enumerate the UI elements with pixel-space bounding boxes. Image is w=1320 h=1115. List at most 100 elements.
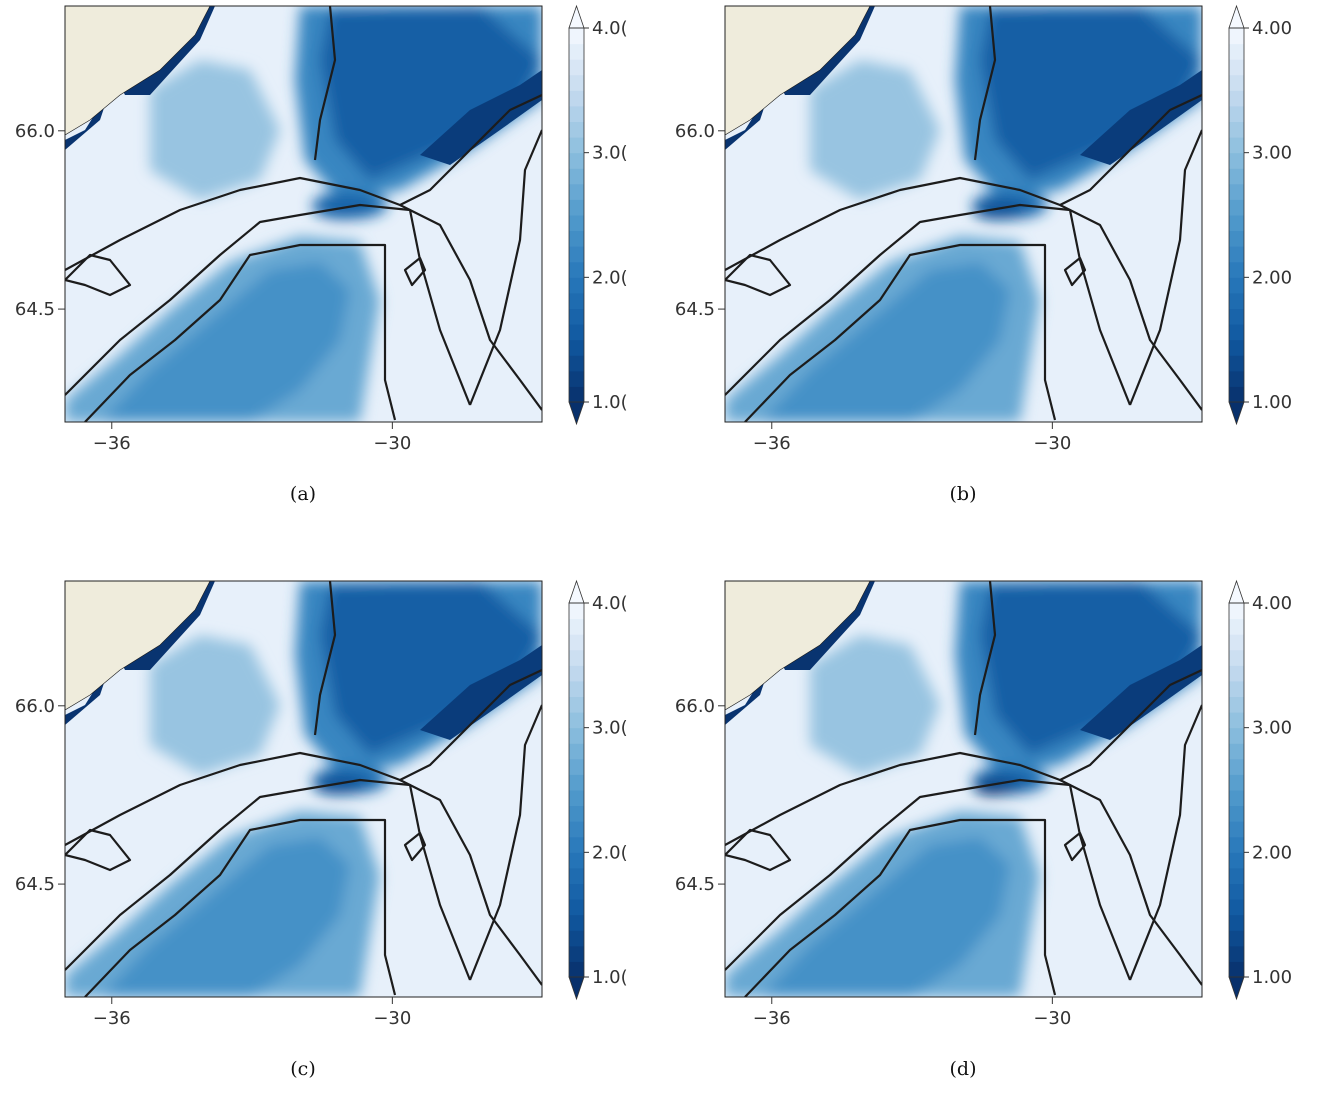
bathymetry-contour — [725, 203, 1132, 406]
colorbar-segment — [1229, 836, 1244, 853]
colorbar-segment — [1229, 867, 1244, 884]
bathymetry-contour — [399, 779, 542, 986]
colorbar-extend-bottom — [1228, 976, 1245, 1001]
colorbar-extend-top — [1228, 4, 1245, 29]
colorbar-segment — [569, 121, 584, 138]
colorbar-frame — [1228, 602, 1245, 978]
bathymetry-contour — [65, 94, 542, 271]
colorbar-segment — [1229, 199, 1244, 216]
colorbar-segment — [1229, 852, 1244, 869]
y-tick-label: 66.0 — [675, 696, 715, 717]
colorbar-segment — [1229, 370, 1244, 387]
colorbar-segment — [1229, 945, 1244, 962]
y-tick-label: 64.5 — [15, 874, 55, 895]
colorbar-segment — [569, 370, 584, 387]
y-tick-label: 66.0 — [675, 121, 715, 142]
colorbar-segment — [569, 649, 584, 666]
x-tick-label: −30 — [1033, 433, 1071, 454]
bathymetry-contour — [313, 581, 337, 736]
colorbar-segment — [1229, 603, 1244, 620]
colorbar-segment — [569, 308, 584, 325]
bathymetry-contour — [1059, 779, 1202, 986]
colorbar-segment — [1229, 339, 1244, 356]
colorbar-segment — [1229, 914, 1244, 931]
colorbar-segment — [569, 292, 584, 309]
map-svg: −36 −30 66.0 64.5 1.0(2.0(3.0(4.0( — [15, 579, 628, 1029]
field-southwest-core — [100, 837, 350, 997]
bathymetry-contour — [725, 253, 792, 297]
colorbar-segment — [569, 883, 584, 900]
field-southwest-core — [760, 837, 1010, 997]
colorbar-extend-bottom — [1228, 401, 1245, 426]
colorbar-segment — [569, 43, 584, 60]
colorbar-tick-label: 3.00 — [1252, 143, 1292, 164]
colorbar-segment — [569, 105, 584, 122]
map-frame — [724, 5, 1203, 423]
colorbar-segment — [1229, 821, 1244, 838]
field-shelf-break — [420, 70, 542, 165]
field-southwest-core — [760, 262, 1010, 422]
colorbar-segment — [569, 852, 584, 869]
colorbar-segment — [1229, 183, 1244, 200]
colorbar-segment — [569, 727, 584, 744]
y-tick-label: 64.5 — [675, 874, 715, 895]
bathymetry-contour — [65, 778, 472, 981]
colorbar-segment — [569, 215, 584, 232]
colorbar-tick-label: 3.00 — [1252, 718, 1292, 739]
map-svg: −36 −30 66.0 64.5 1.0(2.0(3.0(4.0( — [15, 4, 628, 454]
colorbar-segment — [1229, 215, 1244, 232]
x-tick-label: −30 — [373, 433, 411, 454]
panel-caption: (b) — [949, 483, 977, 505]
land-greenland — [725, 581, 871, 711]
land-greenland — [725, 6, 871, 136]
colorbar-tick-label: 1.00 — [1252, 967, 1292, 988]
colorbar-segment — [1229, 727, 1244, 744]
x-tick-label: −30 — [373, 1008, 411, 1029]
colorbar-frame — [568, 27, 585, 403]
colorbar-segment — [569, 680, 584, 697]
field-slope-band — [150, 60, 280, 200]
colorbar-tick-label: 4.00 — [1252, 18, 1292, 39]
bathymetry-contour — [725, 778, 1132, 981]
colorbar-segment — [569, 774, 584, 791]
colorbar-segment — [1229, 90, 1244, 107]
colorbar-tick-label: 2.00 — [1252, 267, 1292, 288]
bathymetry-contour — [1059, 204, 1202, 411]
bathymetry-contour — [403, 831, 427, 862]
colorbar-segment — [569, 618, 584, 635]
map-panel-2: −36 −30 66.0 64.5 1.00 2.00 3.00 4.00 (b) — [660, 0, 1320, 540]
colorbar-segment — [569, 696, 584, 713]
x-tick-label: −30 — [1033, 1008, 1071, 1029]
colorbar-segment — [1229, 386, 1244, 403]
bathymetry-contour — [725, 828, 792, 872]
colorbar-segment — [1229, 930, 1244, 947]
map-panel-3: −36 −30 66.0 64.5 1.0(2.0(3.0(4.0((c) — [0, 575, 660, 1115]
map-panel-4: −36 −30 66.0 64.5 1.00 2.00 3.00 4.00 (d) — [660, 575, 1320, 1115]
panel-caption: (d) — [949, 1058, 977, 1080]
bathymetry-contour — [84, 818, 397, 997]
colorbar-segment — [569, 230, 584, 247]
colorbar-segment — [569, 805, 584, 822]
colorbar-segment — [1229, 355, 1244, 372]
colorbar-segment — [1229, 790, 1244, 807]
bathymetry-contour — [65, 828, 132, 872]
colorbar-segment — [1229, 743, 1244, 760]
bathymetry-contour — [1063, 256, 1087, 287]
colorbar-segment — [1229, 246, 1244, 263]
colorbar-segment — [1229, 121, 1244, 138]
field-southwest-core — [100, 262, 350, 422]
colorbar-tick-label: 2.0( — [592, 842, 628, 863]
colorbar-segment — [1229, 696, 1244, 713]
colorbar-segment — [1229, 883, 1244, 900]
colorbar-segment — [1229, 899, 1244, 916]
bathymetry-contour — [744, 243, 1057, 422]
colorbar-segment — [1229, 137, 1244, 154]
colorbar-segment — [569, 961, 584, 978]
colorbar-segment — [1229, 43, 1244, 60]
bathymetry-contour — [725, 94, 1202, 271]
field-northeast-core — [320, 6, 542, 180]
bathymetry-contour — [1128, 704, 1202, 981]
colorbar-segment — [569, 246, 584, 263]
colorbar-tick-label: 1.0( — [592, 967, 628, 988]
bathymetry-contour — [65, 203, 472, 406]
